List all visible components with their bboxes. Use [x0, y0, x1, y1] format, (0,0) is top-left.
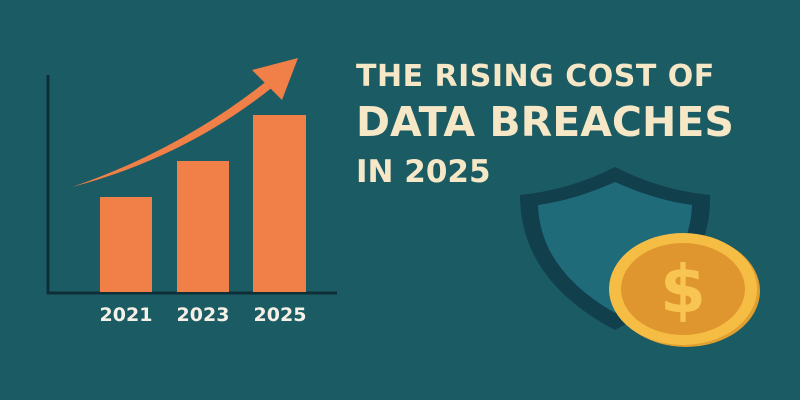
headline-line-2: DATA BREACHES	[356, 98, 734, 146]
x-label-2025: 2025	[253, 304, 307, 326]
x-label-2021: 2021	[99, 304, 153, 326]
headline: THE RISING COST OF DATA BREACHES IN 2025	[356, 62, 734, 188]
headline-line-1: THE RISING COST OF	[356, 59, 715, 94]
x-label-2023: 2023	[176, 304, 230, 326]
trend-arrow-icon	[72, 58, 298, 187]
dollar-coin-icon: $	[609, 233, 760, 347]
headline-line-3: IN 2025	[356, 154, 491, 190]
bar-2025	[253, 115, 306, 292]
svg-text:$: $	[660, 251, 706, 328]
bar-2023	[177, 161, 229, 292]
bar-2021	[100, 197, 152, 292]
